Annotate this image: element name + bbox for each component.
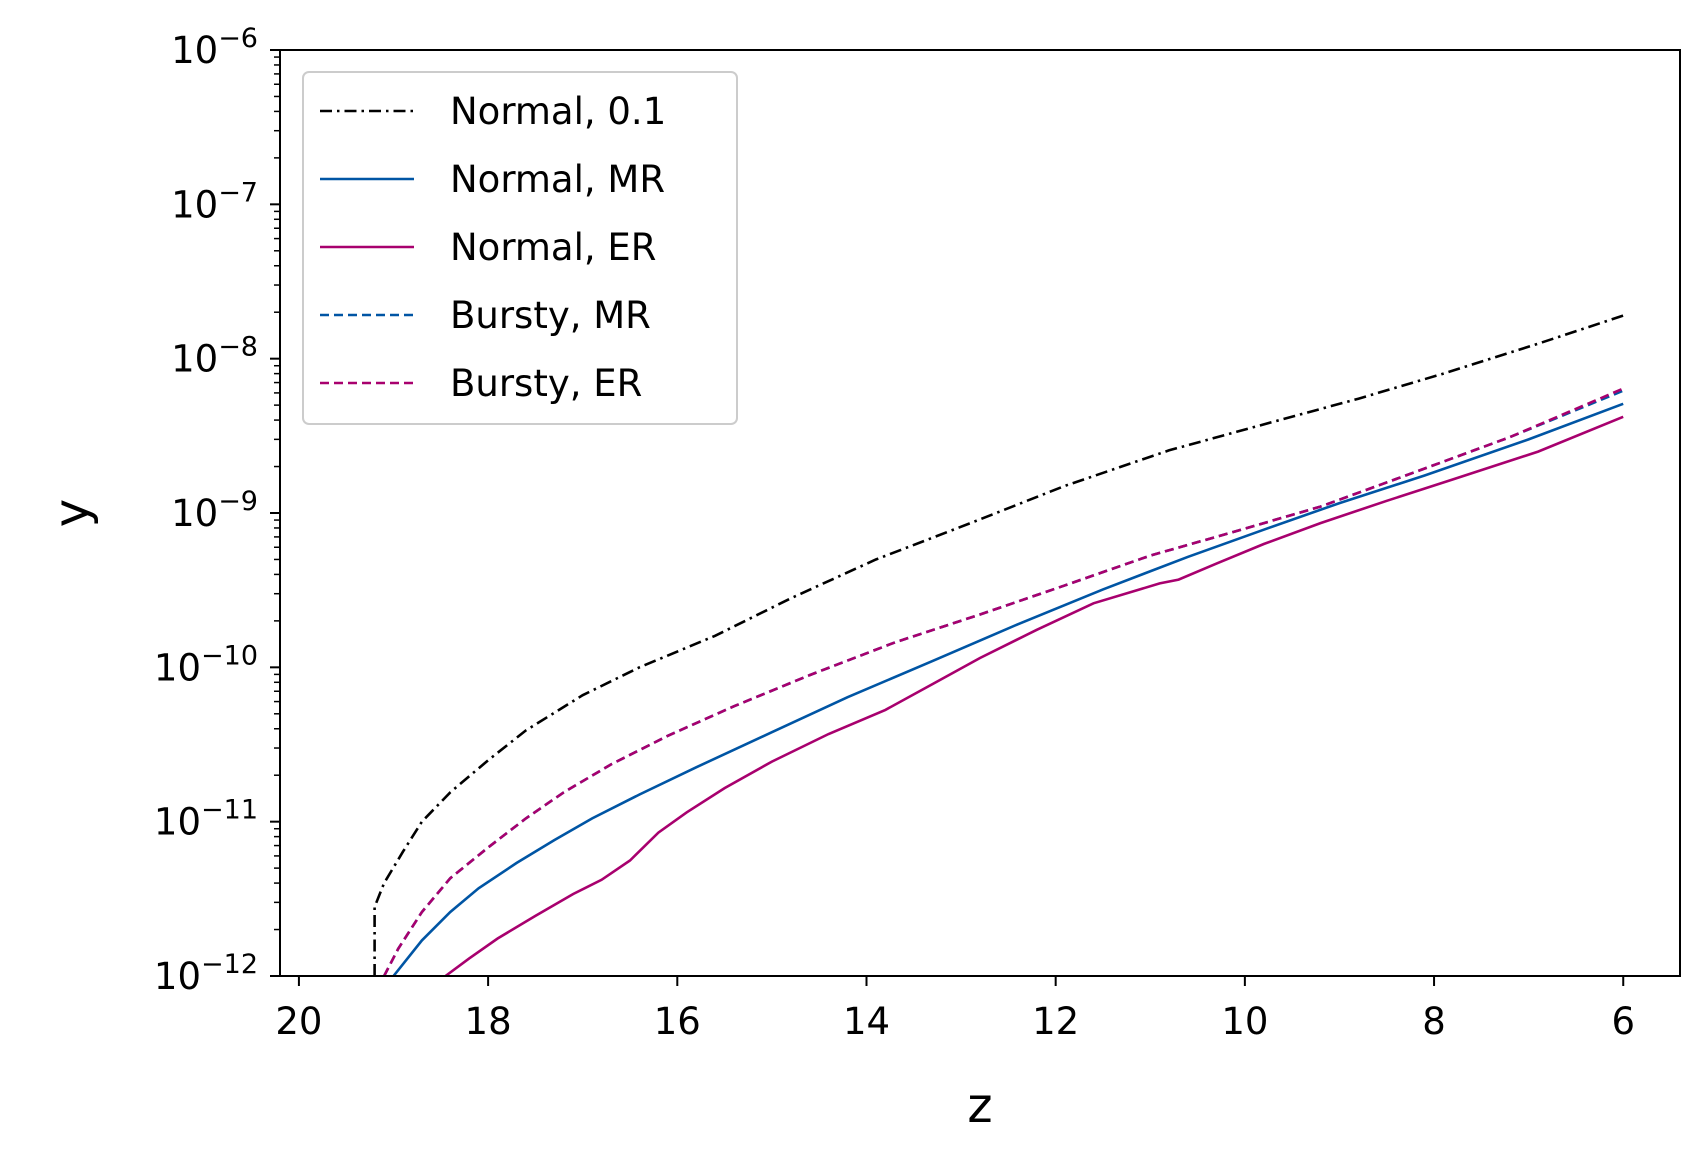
x-tick-label: 18 (465, 1000, 512, 1043)
legend-label: Normal, ER (450, 226, 656, 269)
y-tick-label: 10−7 (171, 177, 258, 226)
x-tick-label: 6 (1611, 1000, 1635, 1043)
y-tick-label: 10−11 (154, 795, 258, 844)
legend-box (302, 71, 738, 425)
y-tick-label: 10−12 (154, 949, 258, 998)
y-tick-label: 10−6 (171, 23, 258, 72)
y-tick-label: 10−10 (154, 640, 258, 689)
x-axis-label: z (967, 1078, 992, 1134)
series-line-normal-0-1 (373, 314, 1624, 976)
series-line-bursty-er (382, 387, 1624, 976)
y-axis-label: y (44, 499, 100, 527)
x-tick-label: 8 (1422, 1000, 1446, 1043)
plot-frame (279, 49, 1681, 977)
x-tick-label: 10 (1221, 1000, 1268, 1043)
legend-label: Normal, 0.1 (450, 90, 666, 133)
legend-label: Normal, MR (450, 158, 665, 201)
ticks-layer: 20 18 16 14 12 10 8 6 10−6 10−7 10−8 10−9 10−10 10−11… (154, 23, 1635, 1043)
legend-label: Bursty, ER (450, 362, 642, 405)
x-tick-label: 20 (275, 1000, 322, 1043)
legend-label: Bursty, MR (450, 294, 651, 337)
x-tick-label: 16 (654, 1000, 701, 1043)
series-line-normal-er (444, 415, 1624, 976)
legend: Normal, 0.1 Normal, MR Normal, ER Bursty, M… (302, 71, 738, 425)
x-tick-label: 14 (843, 1000, 890, 1043)
y-tick-label: 10−8 (171, 332, 258, 381)
y-tick-label: 10−9 (171, 486, 258, 535)
series-layer (373, 314, 1624, 976)
x-tick-label: 12 (1032, 1000, 1079, 1043)
series-line-normal-mr (392, 402, 1624, 976)
